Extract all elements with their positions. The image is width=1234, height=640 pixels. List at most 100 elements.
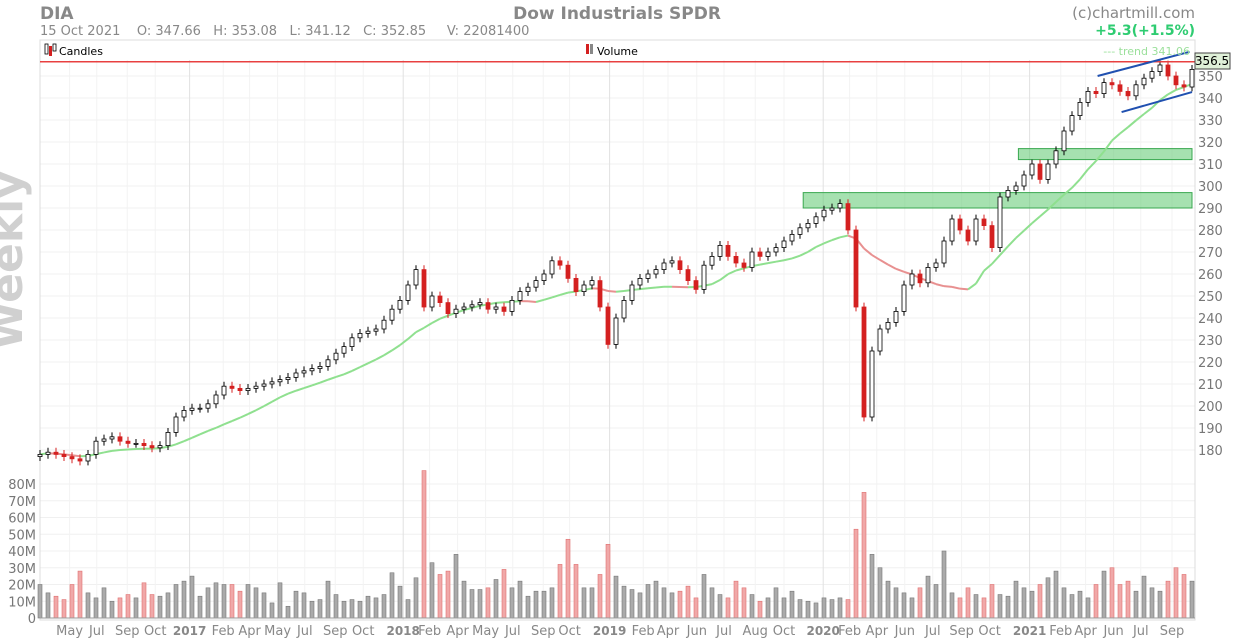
- volume-bar: [53, 595, 59, 619]
- volume-bar: [1133, 590, 1139, 619]
- volume-bar: [645, 584, 651, 619]
- candle-body: [1101, 82, 1107, 94]
- candle-body: [357, 332, 363, 339]
- moving-average-segment: [607, 290, 617, 293]
- candle-body: [173, 416, 179, 433]
- candle-body: [285, 376, 291, 380]
- volume-bar: [349, 599, 355, 619]
- volume-bar: [189, 575, 195, 619]
- trend-line: [1121, 91, 1193, 114]
- moving-average-segment: [423, 322, 433, 329]
- volume-bar: [429, 562, 435, 619]
- candle-body: [1109, 82, 1115, 86]
- moving-average-segment: [183, 436, 193, 443]
- volume-bar: [381, 594, 387, 619]
- candle-body: [165, 431, 171, 446]
- candle-body: [237, 387, 243, 391]
- volume-bar: [517, 580, 523, 619]
- candle-body: [221, 385, 227, 396]
- moving-average-segment: [647, 286, 657, 290]
- candle-body: [373, 328, 379, 332]
- candle-body: [461, 306, 467, 310]
- candle-body: [701, 264, 707, 290]
- volume-bar: [637, 592, 643, 619]
- volume-bar: [341, 600, 347, 619]
- volume-bar: [1077, 590, 1083, 619]
- volume-bar: [365, 595, 371, 619]
- time-tick-label: Jul: [924, 624, 941, 639]
- moving-average-segment: [343, 370, 353, 376]
- moving-average-segment: [727, 269, 737, 276]
- moving-average-segment: [215, 423, 225, 429]
- candle-body: [885, 321, 891, 330]
- volume-bar: [661, 587, 667, 619]
- moving-average-segment: [823, 239, 833, 245]
- candle-body: [1133, 84, 1139, 97]
- volume-bar: [629, 589, 635, 619]
- time-tick-label: Oct: [773, 624, 795, 639]
- moving-average-segment: [559, 291, 569, 296]
- volume-legend-icon-up: [590, 44, 593, 54]
- volume-bar: [933, 584, 939, 619]
- trend-label: --- trend 341.06: [1103, 45, 1190, 58]
- volume-tick-label: 30M: [8, 562, 36, 577]
- time-tick-label: Sep: [323, 624, 348, 639]
- volume-bar: [741, 587, 747, 619]
- moving-average-segment: [175, 440, 185, 446]
- volume-bar: [1117, 584, 1123, 619]
- candle-body: [893, 310, 899, 323]
- volume-bar: [1173, 567, 1179, 619]
- time-tick-label: 2017: [173, 624, 206, 638]
- candle-body: [93, 440, 99, 455]
- candle-body: [1117, 84, 1123, 92]
- moving-average-segment: [1111, 132, 1121, 142]
- support-zone: [802, 192, 1193, 209]
- candle-body: [589, 280, 595, 286]
- volume-bar: [805, 600, 811, 619]
- chart-title: Dow Industrials SPDR: [513, 4, 721, 24]
- moving-average-segment: [639, 287, 649, 291]
- volume-bar: [765, 597, 771, 619]
- candle-body: [453, 308, 459, 315]
- candle-body: [141, 442, 147, 446]
- price-tick-label: 340: [1198, 92, 1223, 107]
- candle-body: [541, 273, 547, 281]
- volume-bar: [125, 594, 131, 619]
- volume-bar: [453, 554, 459, 619]
- candle-body: [37, 453, 43, 457]
- moving-average-segment: [711, 279, 721, 286]
- volume-bar: [781, 597, 787, 619]
- time-tick-label: Feb: [838, 624, 861, 639]
- moving-average-segment: [1175, 86, 1185, 91]
- candle-body: [813, 216, 819, 224]
- candle-body: [445, 302, 451, 315]
- volume-bar: [717, 594, 723, 619]
- candle-body: [1141, 77, 1147, 86]
- candle-body: [1125, 91, 1131, 97]
- candle-body: [317, 365, 323, 369]
- moving-average-segment: [327, 376, 337, 381]
- price-tick-label: 280: [1198, 224, 1223, 239]
- legend-candles[interactable]: Candles: [44, 43, 103, 58]
- candle-body: [845, 203, 851, 231]
- volume-bar: [1085, 597, 1091, 619]
- candle-body: [765, 251, 771, 257]
- volume-bar: [1037, 584, 1043, 619]
- candle-body: [469, 304, 475, 308]
- moving-average-segment: [255, 405, 265, 412]
- candle-body: [965, 229, 971, 242]
- legend-volume[interactable]: Volume: [586, 44, 638, 58]
- volume-bar: [1045, 577, 1051, 619]
- volume-tick-label: 50M: [8, 528, 36, 543]
- volume-bar: [437, 574, 443, 619]
- candle-body: [1157, 64, 1163, 72]
- volume-bar: [1005, 595, 1011, 619]
- time-tick-label: May: [264, 624, 291, 639]
- moving-average-segment: [759, 262, 769, 266]
- time-tick-label: Feb: [632, 624, 655, 639]
- support-zones: [802, 148, 1193, 209]
- candle-body: [989, 225, 995, 249]
- volume-bar: [173, 584, 179, 619]
- candle-body: [621, 299, 627, 319]
